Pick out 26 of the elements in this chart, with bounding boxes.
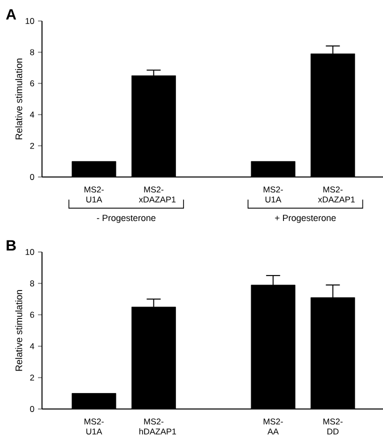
x-tick-label: MS2-xDAZAP1 <box>138 186 176 202</box>
x-tick-label: MS2-xDAZAP1 <box>318 186 355 202</box>
y-tick-label: 8 <box>30 49 34 56</box>
y-tick-label: 10 <box>26 18 34 24</box>
y-tick-label: 0 <box>30 174 34 180</box>
text: - Progesterone <box>96 214 156 223</box>
y-tick-label: 4 <box>30 112 34 118</box>
x-tick-label: MS2-U1A <box>264 186 283 202</box>
chart-title: A <box>6 9 16 20</box>
y-tick-label: 2 <box>30 142 34 149</box>
y-axis-title: Relative stimulation <box>15 290 22 371</box>
y-tick-label: 2 <box>30 374 34 381</box>
text: + Progesterone <box>275 214 336 223</box>
x-tick-label: MS2-AA <box>264 418 283 434</box>
x-tick-label: MS2-hDAZAP1 <box>139 418 176 434</box>
x-tick-label: MS2-U1A <box>84 418 104 434</box>
chart-title: B <box>6 240 16 250</box>
y-axis-title: Relative stimulation <box>15 58 22 140</box>
x-tick-label: MS2-DD <box>323 418 343 434</box>
y-tick-label: 4 <box>30 343 34 350</box>
y-tick-label: 10 <box>26 249 34 255</box>
x-tick-label: MS2-U1A <box>84 186 104 202</box>
y-tick-label: 0 <box>30 406 34 412</box>
y-tick-label: 6 <box>30 80 34 86</box>
y-tick-label: 8 <box>30 280 34 286</box>
y-tick-label: 6 <box>30 312 34 318</box>
